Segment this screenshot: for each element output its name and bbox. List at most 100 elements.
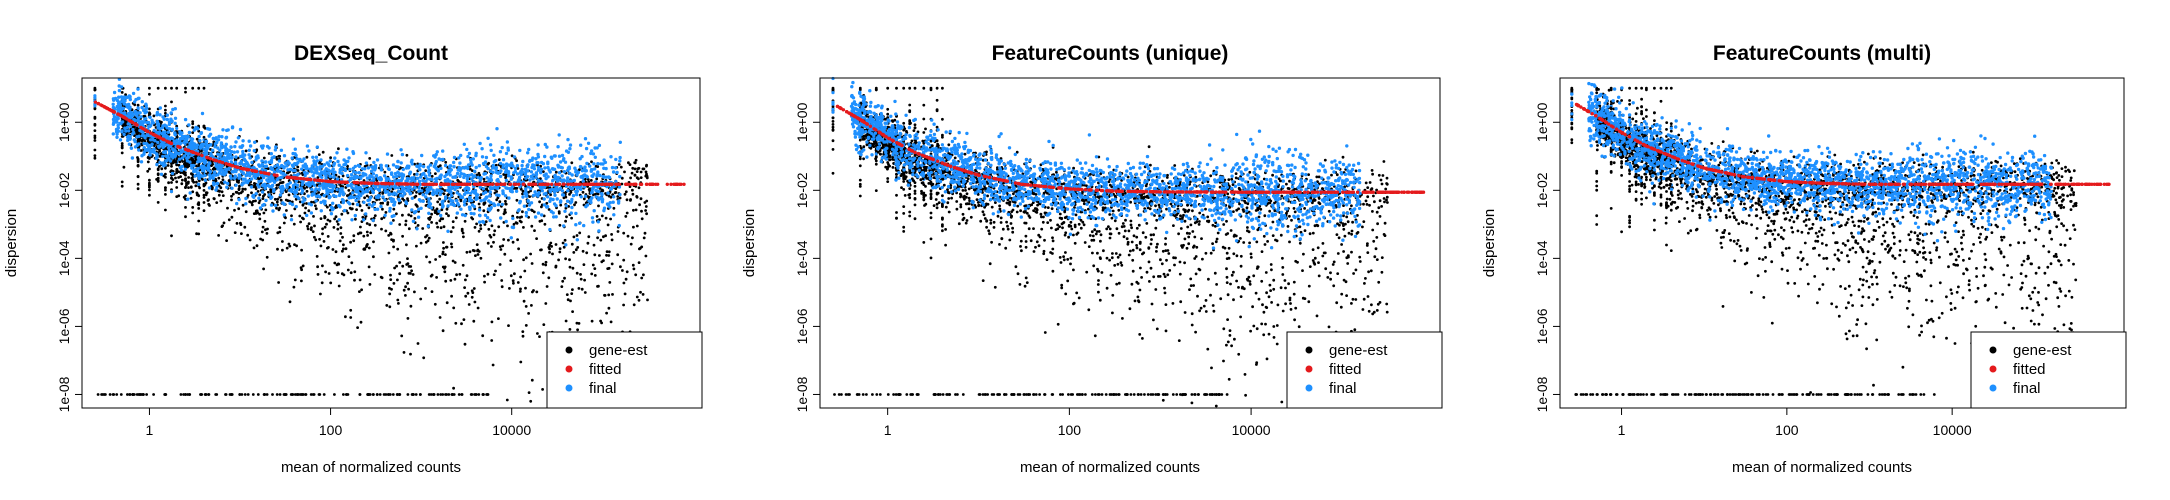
gene-est-point bbox=[483, 280, 486, 284]
gene-est-point bbox=[639, 197, 643, 201]
gene-est-point bbox=[404, 223, 408, 227]
gene-est-point bbox=[184, 90, 187, 94]
final-point bbox=[433, 162, 438, 166]
final-point bbox=[207, 161, 211, 165]
final-point bbox=[307, 149, 311, 153]
gene-est-point bbox=[164, 172, 167, 176]
gene-est-point bbox=[255, 244, 259, 248]
final-point bbox=[383, 198, 387, 202]
final-point bbox=[128, 134, 132, 139]
gene-est-point bbox=[477, 171, 481, 175]
gene-est-point bbox=[175, 86, 179, 90]
gene-est-point bbox=[483, 274, 486, 278]
final-point bbox=[581, 176, 585, 180]
final-point bbox=[340, 171, 344, 176]
gene-est-point bbox=[271, 393, 274, 396]
gene-est-point bbox=[568, 193, 571, 196]
gene-est-point bbox=[438, 316, 442, 319]
gene-est-point bbox=[571, 288, 574, 291]
gene-est-point bbox=[285, 209, 288, 212]
gene-est-point bbox=[504, 199, 507, 203]
gene-est-point bbox=[388, 292, 392, 296]
final-point bbox=[354, 198, 358, 203]
gene-est-point bbox=[490, 245, 493, 248]
final-point bbox=[126, 95, 130, 100]
gene-est-point bbox=[262, 393, 266, 396]
gene-est-point bbox=[398, 393, 402, 396]
gene-est-point bbox=[179, 175, 183, 179]
gene-est-point bbox=[619, 265, 622, 269]
final-point bbox=[415, 227, 419, 231]
final-point bbox=[161, 124, 165, 128]
final-point bbox=[548, 227, 552, 232]
gene-est-point bbox=[365, 194, 369, 198]
gene-est-point bbox=[356, 326, 359, 329]
final-point bbox=[122, 96, 127, 100]
gene-est-point bbox=[527, 312, 530, 315]
final-point bbox=[486, 136, 490, 140]
final-point bbox=[467, 151, 472, 156]
gene-est-point bbox=[609, 217, 612, 221]
gene-est-point bbox=[465, 250, 469, 254]
gene-est-point bbox=[407, 287, 410, 291]
final-point bbox=[155, 110, 160, 115]
gene-est-point bbox=[282, 393, 286, 396]
gene-est-point bbox=[120, 151, 124, 155]
gene-est-point bbox=[354, 217, 357, 221]
gene-est-point bbox=[148, 188, 151, 192]
gene-est-point bbox=[170, 234, 173, 238]
gene-est-point bbox=[430, 273, 434, 277]
final-point bbox=[135, 143, 139, 148]
final-point bbox=[452, 203, 457, 208]
final-point bbox=[303, 173, 307, 178]
gene-est-point bbox=[251, 393, 255, 396]
gene-est-point bbox=[608, 281, 612, 284]
final-point bbox=[280, 175, 284, 179]
gene-est-point bbox=[202, 209, 206, 213]
gene-est-point bbox=[327, 246, 330, 249]
final-point bbox=[566, 176, 570, 180]
gene-est-point bbox=[530, 208, 533, 212]
gene-est-point bbox=[582, 263, 586, 266]
gene-est-point bbox=[365, 230, 369, 234]
final-point bbox=[190, 137, 194, 141]
gene-est-point bbox=[305, 189, 309, 193]
final-point bbox=[513, 169, 517, 174]
gene-est-point bbox=[155, 178, 159, 181]
gene-est-point bbox=[392, 245, 395, 249]
gene-est-point bbox=[637, 166, 641, 170]
final-point bbox=[427, 173, 432, 177]
final-point bbox=[553, 193, 557, 197]
final-point bbox=[269, 152, 273, 156]
gene-est-point bbox=[262, 267, 265, 271]
final-point bbox=[197, 158, 201, 162]
final-point bbox=[238, 175, 242, 179]
final-point bbox=[536, 143, 540, 147]
final-point bbox=[562, 224, 566, 228]
gene-est-point bbox=[214, 393, 218, 396]
gene-est-point bbox=[248, 238, 252, 242]
gene-est-point bbox=[572, 235, 576, 239]
gene-est-point bbox=[388, 305, 392, 309]
gene-est-point bbox=[405, 153, 409, 157]
gene-est-point bbox=[638, 246, 642, 250]
final-point bbox=[381, 195, 385, 199]
final-point bbox=[556, 163, 560, 167]
gene-est-point bbox=[540, 219, 544, 223]
final-point bbox=[221, 128, 225, 132]
gene-est-point bbox=[574, 201, 578, 204]
gene-est-point bbox=[639, 290, 642, 294]
gene-est-point bbox=[414, 194, 418, 198]
final-point bbox=[546, 195, 550, 199]
final-point bbox=[357, 171, 361, 175]
gene-est-point bbox=[572, 251, 576, 254]
gene-est-point bbox=[287, 193, 291, 197]
final-point bbox=[332, 163, 336, 167]
gene-est-point bbox=[409, 214, 413, 218]
final-point bbox=[425, 177, 430, 181]
final-point bbox=[241, 181, 245, 185]
gene-est-point bbox=[292, 222, 296, 226]
final-point bbox=[546, 161, 550, 166]
gene-est-point bbox=[372, 255, 375, 259]
gene-est-point bbox=[220, 181, 224, 185]
